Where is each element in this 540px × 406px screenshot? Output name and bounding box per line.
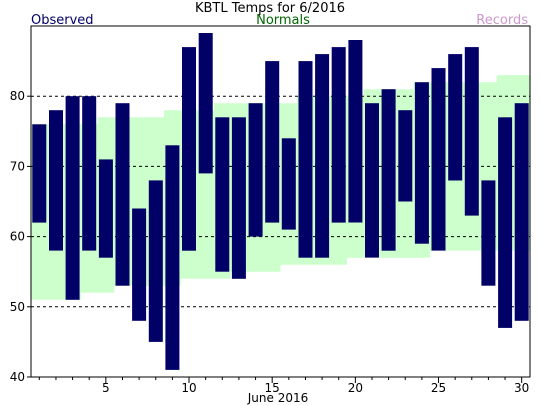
plot-area-border: [30, 25, 531, 378]
observed-bar: [331, 47, 346, 223]
observed-bar: [315, 54, 330, 258]
observed-bar: [115, 103, 130, 286]
observed-bar: [98, 159, 113, 258]
y-tick-label: 70: [10, 159, 25, 173]
observed-bar: [381, 89, 396, 251]
observed-bar: [215, 117, 230, 272]
chart-title: KBTL Temps for 6/2016: [195, 1, 345, 16]
observed-bar: [431, 68, 446, 251]
observed-bar: [65, 96, 80, 300]
observed-bar: [414, 82, 429, 244]
observed-bar: [49, 110, 63, 251]
observed-bar: [448, 54, 463, 181]
observed-bar: [248, 103, 263, 237]
observed-bar: [182, 47, 196, 251]
observed-bar: [514, 103, 529, 321]
observed-bar: [464, 47, 479, 216]
observed-bar: [298, 61, 313, 258]
gridlines: [31, 95, 530, 308]
y-tick-label: 60: [10, 230, 25, 244]
legend-records: Records: [476, 13, 528, 28]
axes: 40 50 60 70 80 5 10 15 20 25 30: [10, 89, 530, 395]
y-tick-label: 80: [10, 89, 25, 103]
y-tick-label: 40: [10, 370, 25, 384]
y-tick-label: 50: [10, 300, 25, 314]
observed-bars: [32, 33, 529, 370]
x-tick-label: 30: [514, 381, 529, 395]
observed-bar: [32, 124, 47, 223]
legend-observed: Observed: [31, 13, 94, 28]
observed-bar: [231, 117, 246, 279]
observed-bar: [265, 61, 280, 223]
observed-bar: [481, 180, 496, 286]
x-tick-label: 20: [348, 381, 363, 395]
observed-bar: [281, 138, 296, 230]
observed-bar: [148, 180, 163, 342]
x-tick-label: 25: [431, 381, 446, 395]
x-axis-label: June 2016: [247, 391, 309, 405]
x-tick-label: 15: [265, 381, 280, 395]
legend-normals: Normals: [256, 13, 310, 28]
x-tick-label: 5: [102, 381, 110, 395]
observed-bar: [398, 110, 413, 202]
observed-bar: [165, 145, 180, 370]
observed-bar: [82, 96, 97, 251]
observed-bar: [348, 40, 363, 223]
observed-bar: [498, 117, 513, 328]
observed-bar: [198, 33, 213, 174]
observed-bar: [132, 208, 147, 321]
observed-bar: [365, 103, 379, 258]
x-tick-label: 10: [181, 381, 196, 395]
